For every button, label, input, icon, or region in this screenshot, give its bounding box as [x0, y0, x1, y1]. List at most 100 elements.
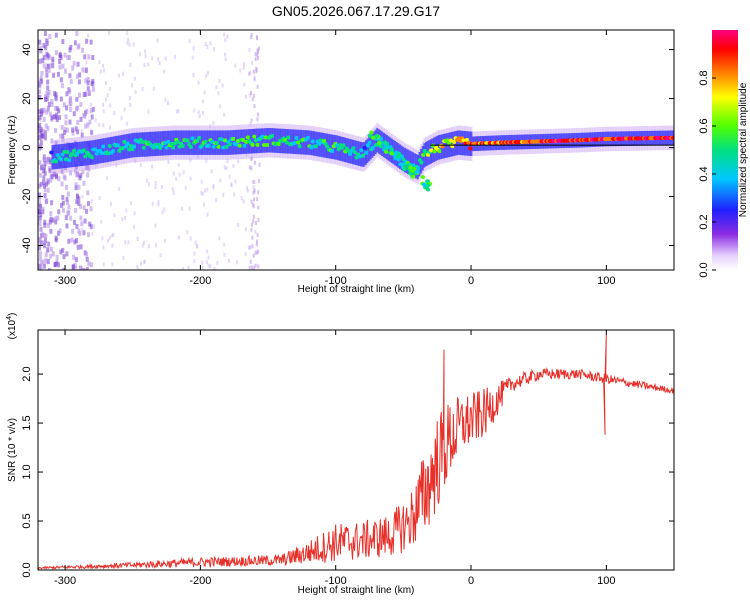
snr-panel: -300 -200 -100 0 100 0.0 0.5 1.0 1.5 2.0 Height …: [6, 313, 675, 596]
heatmap-cell: [254, 57, 257, 62]
heatmap-cell: [206, 143, 212, 148]
heatmap-cell: [62, 102, 66, 108]
heatmap-cell: [88, 119, 92, 125]
heatmap-cell: [98, 196, 101, 201]
heatmap-cell: [129, 201, 132, 206]
heatmap-cell: [72, 61, 76, 67]
heatmap-cell: [166, 100, 169, 105]
heatmap-cell: [49, 216, 53, 222]
heatmap-cell: [92, 224, 95, 229]
heatmap-cell: [139, 162, 142, 167]
heatmap-cell: [57, 209, 61, 215]
heatmap-cell: [444, 133, 447, 159]
heatmap-cell: [78, 72, 82, 78]
heatmap-cell: [205, 158, 208, 163]
heatmap-cell: [84, 123, 88, 129]
heatmap-cell: [87, 232, 91, 238]
heatmap-cell: [141, 145, 147, 150]
heatmap-cell: [242, 143, 248, 148]
heatmap-cell: [107, 144, 113, 149]
heatmap-cell: [49, 63, 53, 69]
heatmap-cell: [382, 140, 388, 145]
heatmap-cell: [85, 165, 89, 171]
heatmap-cell: [398, 162, 403, 167]
heatmap-cell: [116, 135, 119, 161]
heatmap-cell: [101, 144, 106, 149]
heatmap-cell: [68, 107, 72, 113]
heatmap-cell: [38, 94, 42, 100]
heatmap-cell: [255, 142, 261, 147]
heatmap-cell: [44, 233, 48, 239]
heatmap-cell: [49, 150, 54, 155]
heatmap-cell: [42, 263, 46, 269]
heatmap-cell: [164, 145, 170, 150]
heatmap-cell: [51, 63, 55, 69]
snr-x-ticks: -300 -200 -100 0 100: [54, 330, 616, 587]
heatmap-cell: [104, 81, 107, 86]
heatmap-cell: [272, 128, 275, 153]
heatmap-cell: [43, 222, 47, 228]
heatmap-cell: [79, 215, 83, 221]
heatmap-cell: [143, 240, 146, 245]
heatmap-cell: [53, 144, 56, 170]
heatmap-cell: [47, 241, 51, 247]
heatmap-cell: [147, 109, 150, 114]
heatmap-cell: [255, 242, 258, 247]
heatmap-cell: [671, 135, 674, 140]
heatmap-cell: [79, 141, 82, 167]
heatmap-cell: [203, 188, 206, 193]
heatmap-cell: [44, 38, 48, 44]
heatmap-cell: [105, 137, 108, 163]
heatmap-cell: [239, 129, 242, 155]
heatmap-cell: [183, 130, 186, 155]
heatmap-cell: [66, 199, 70, 205]
heatmap-cell: [86, 86, 90, 92]
heatmap-cell: [39, 75, 43, 81]
heatmap-cell: [370, 145, 376, 150]
heatmap-cell: [321, 132, 324, 158]
heatmap-cell: [38, 109, 42, 115]
heatmap-cell: [69, 79, 73, 85]
heatmap-cell: [67, 238, 71, 244]
heatmap-cell: [161, 210, 164, 215]
heatmap-cell: [250, 227, 253, 232]
heatmap-cell: [416, 165, 421, 170]
heatmap-cell: [46, 159, 50, 165]
heatmap-cell: [43, 170, 47, 176]
heatmap-cell: [212, 183, 215, 188]
y-tick-label: 1.5: [21, 415, 33, 430]
heatmap-cell: [237, 159, 240, 164]
heatmap-cell: [43, 96, 47, 102]
heatmap-cell: [94, 118, 97, 123]
heatmap-cell: [113, 111, 116, 116]
heatmap-cell: [76, 119, 80, 125]
heatmap-cell: [82, 205, 86, 211]
heatmap-cell: [59, 77, 63, 83]
heatmap-cell: [74, 257, 78, 263]
heatmap-cell: [63, 129, 67, 135]
heatmap-cell: [252, 69, 255, 74]
heatmap-cell: [251, 244, 254, 249]
heatmap-cell: [75, 223, 79, 229]
heatmap-cell: [222, 130, 225, 155]
x-tick-label: 0: [468, 275, 474, 287]
heatmap-cell: [94, 163, 97, 168]
heatmap-cell: [61, 136, 65, 142]
heatmap-cell: [63, 126, 67, 132]
heatmap-cell: [85, 108, 89, 114]
heatmap-cell: [111, 243, 114, 248]
heatmap-cell: [273, 128, 276, 153]
heatmap-cell: [49, 159, 53, 165]
heatmap-cell: [460, 130, 463, 156]
spectrogram-y-ticks: -40 -20 0 20 40: [21, 43, 674, 253]
heatmap-cell: [75, 199, 79, 205]
heatmap-cell: [46, 85, 50, 91]
heatmap-cell: [74, 185, 78, 191]
heatmap-cell: [79, 203, 83, 209]
heatmap-cell: [459, 130, 462, 156]
heatmap-cell: [76, 244, 80, 250]
heatmap-cell: [420, 175, 426, 180]
heatmap-cell: [141, 87, 144, 92]
heatmap-cell: [256, 48, 259, 53]
heatmap-cell: [253, 77, 256, 82]
